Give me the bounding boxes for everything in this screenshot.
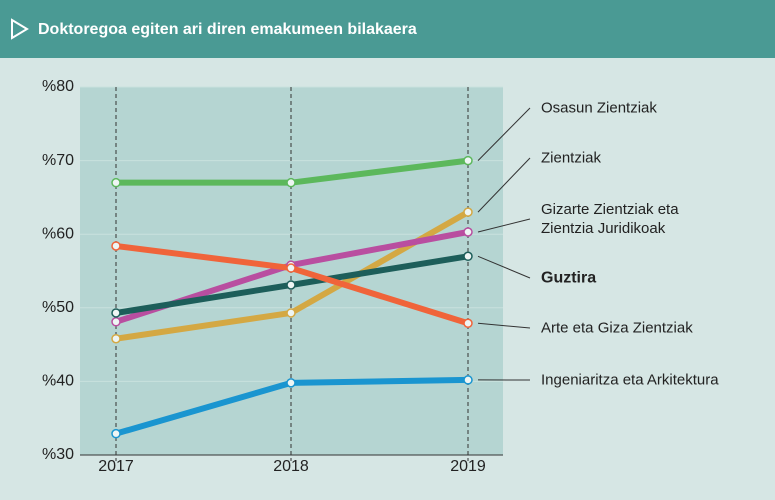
y-tick-label: %40: [42, 373, 74, 390]
legend-label: Osasun Zientziak: [541, 99, 657, 117]
header-bar: [0, 0, 775, 58]
legend-label: Gizarte Zientziak eta Zientzia Juridikoa…: [541, 201, 679, 237]
leader-line: [477, 157, 531, 213]
y-tick-label: %80: [42, 78, 74, 95]
point: [111, 308, 121, 318]
y-tick-label: %70: [42, 152, 74, 169]
leader-line: [477, 218, 531, 233]
point: [111, 428, 121, 439]
header-icon: [11, 18, 29, 40]
point: [111, 177, 121, 188]
point: [463, 155, 473, 166]
y-tick-label: %50: [42, 299, 74, 316]
point: [111, 317, 121, 327]
legend-label: Zientziak: [541, 149, 602, 167]
legend-label: Guztira: [541, 269, 597, 287]
point: [286, 308, 296, 318]
point: [286, 280, 296, 290]
point: [286, 177, 296, 188]
point: [286, 263, 296, 273]
x-tick-label: 2018: [273, 458, 309, 475]
point: [463, 207, 473, 217]
point: [111, 241, 121, 251]
point: [463, 318, 473, 329]
y-tick-label: %60: [42, 225, 74, 242]
point: [463, 251, 473, 262]
leader-line: [477, 322, 531, 329]
x-tick-label: 2019: [450, 458, 486, 475]
point: [286, 378, 296, 388]
leader-line: [477, 255, 531, 279]
chart-title: Doktoregoa egiten ari diren emakumeen bi…: [38, 21, 417, 38]
y-tick-label: %30: [42, 446, 74, 463]
point: [111, 333, 121, 344]
point: [463, 227, 473, 237]
legend-label: Ingeniaritza eta Arkitektura: [541, 371, 719, 389]
leader-line: [477, 107, 531, 161]
x-tick-label: 2017: [98, 458, 134, 475]
point: [463, 375, 473, 385]
legend-label: Arte eta Giza Zientziak: [541, 319, 693, 337]
